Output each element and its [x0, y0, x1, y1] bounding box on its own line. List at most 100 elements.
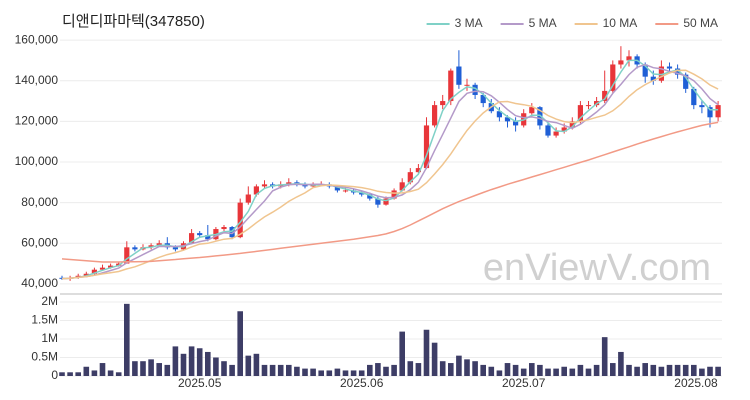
candle-body [91, 269, 97, 274]
volume-bar [577, 364, 584, 376]
candle-body [529, 107, 535, 114]
volume-bar [658, 366, 665, 376]
volume-bar [83, 366, 90, 376]
volume-bar [221, 361, 227, 376]
volume-bar [67, 372, 73, 376]
y-tick-label: 0.5M [31, 350, 58, 364]
candle-body [415, 168, 421, 173]
volume-bar [302, 368, 308, 376]
candle-body [132, 247, 138, 250]
y-tick-label: 160,000 [15, 32, 59, 46]
volume-bar [553, 368, 559, 376]
volume-bar [375, 363, 381, 376]
candle-body [675, 68, 681, 75]
volume-bar [585, 368, 592, 376]
candle-body [456, 66, 462, 85]
volume-bar [164, 364, 171, 376]
candle-body [658, 66, 664, 81]
candle-body [83, 273, 89, 276]
volume-bar [626, 364, 632, 376]
volume-bar [188, 346, 195, 376]
volume-bar [253, 353, 260, 376]
volume-bar [488, 366, 495, 376]
y-tick-label: 1.5M [31, 313, 58, 327]
candle-body [383, 198, 389, 205]
volume-bar [140, 361, 146, 376]
candle-body [448, 70, 454, 102]
volume-bar [610, 363, 616, 376]
volume-bar [334, 368, 341, 376]
candle-body [229, 227, 235, 238]
candle-body [683, 74, 689, 89]
candle-body [205, 235, 211, 240]
candle-body [602, 90, 608, 102]
candle-body [189, 233, 195, 244]
volume-bar [310, 368, 316, 376]
volume-bar [196, 348, 203, 376]
volume-bar [391, 364, 397, 376]
candle-body [715, 105, 721, 118]
volume-bar [107, 370, 114, 376]
y-tick-label: 140,000 [15, 73, 59, 87]
volume-bar [642, 363, 648, 376]
volume-bar [407, 361, 414, 376]
volume-bar [318, 370, 324, 376]
candle-body [577, 105, 583, 122]
volume-bar [367, 364, 373, 376]
volume-bar [399, 331, 405, 376]
volume-bar [431, 342, 438, 376]
volume-bar [634, 366, 640, 376]
y-tick-label: 40,000 [21, 276, 58, 290]
volume-bar [682, 364, 689, 376]
chart-title: 디앤디파마텍(347850) [62, 13, 205, 30]
volume-bar [480, 364, 486, 376]
volume-bar [674, 364, 681, 376]
volume-bar [593, 364, 600, 376]
volume-bar [512, 364, 519, 376]
candle-body [261, 184, 268, 187]
candle-body [626, 56, 632, 61]
y-tick-label: 80,000 [21, 195, 58, 209]
x-tick-label: 2025.08 [674, 376, 718, 390]
y-tick-label: 120,000 [15, 114, 59, 128]
candle-body [172, 247, 178, 250]
candle-body [504, 117, 511, 122]
volume-bar [496, 370, 503, 376]
volume-bar [691, 364, 697, 376]
candle-body [221, 227, 227, 230]
candle-body [650, 76, 656, 81]
volume-bar [180, 353, 187, 376]
volume-bar [699, 368, 705, 376]
candle-body [464, 84, 470, 86]
volume-bar [358, 370, 365, 376]
candle-body [237, 202, 243, 238]
candle-body [407, 172, 413, 183]
candle-body [472, 84, 478, 95]
watermark: enViewV.com [483, 247, 711, 289]
y-tick-label: 1M [41, 331, 58, 345]
volume-bar [326, 370, 333, 376]
volume-bar [342, 370, 349, 376]
volume-bar [472, 361, 478, 376]
y-tick-label: 100,000 [15, 154, 59, 168]
candle-body [286, 182, 292, 185]
volume-bar [59, 372, 65, 376]
volume-bar [569, 368, 576, 376]
candle-body [496, 111, 502, 118]
volume-bar [99, 363, 106, 376]
candle-body [124, 247, 130, 264]
volume-bar [383, 366, 389, 376]
volume-bar [464, 359, 470, 376]
candle-body [359, 192, 365, 195]
ma-line [61, 69, 719, 280]
volume-bar [286, 364, 292, 376]
candle-body [561, 127, 567, 132]
candle-body [440, 101, 446, 106]
candle-body [545, 125, 551, 136]
volume-bar [650, 364, 657, 376]
candle-body [334, 186, 340, 191]
volume-bar [520, 368, 527, 376]
candle-body [423, 125, 430, 169]
volume-bar [213, 357, 219, 376]
